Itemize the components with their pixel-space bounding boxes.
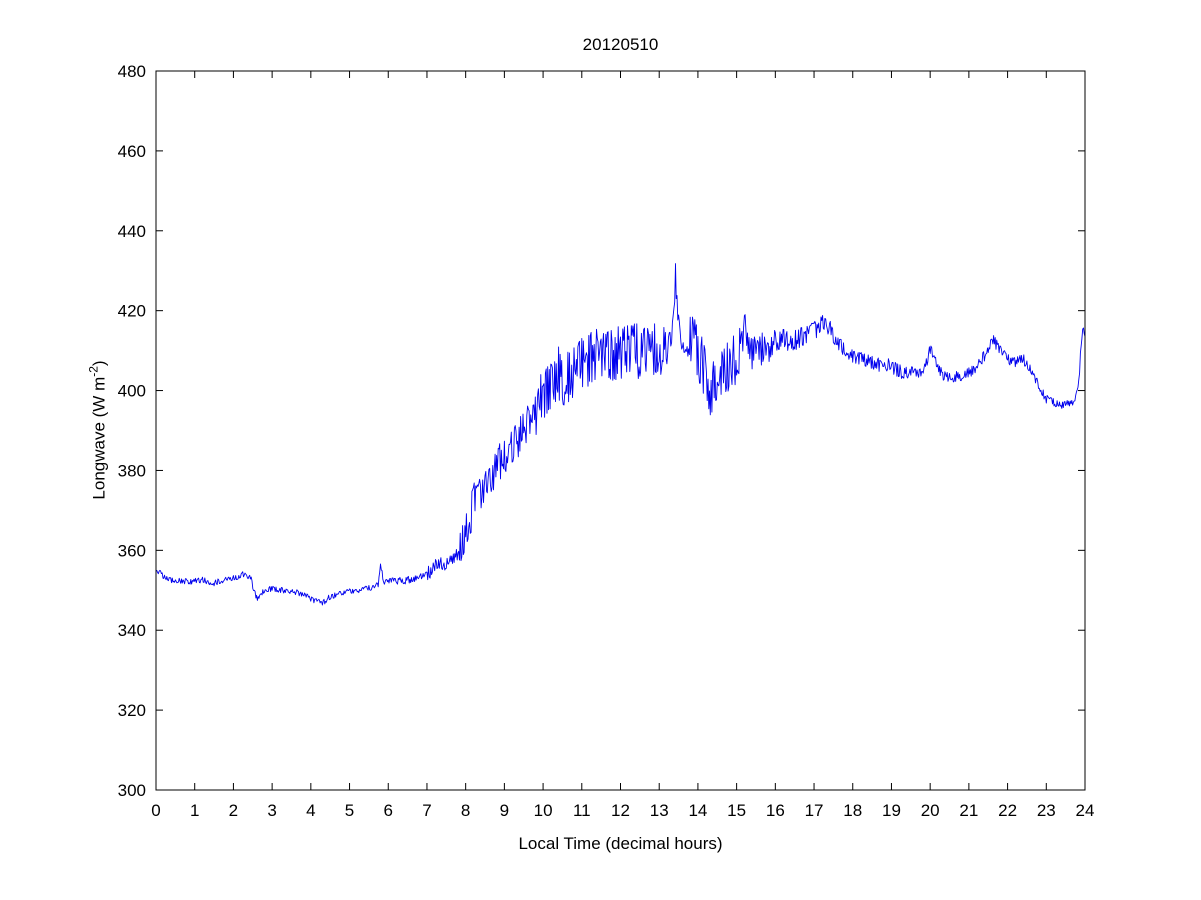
x-tick-label: 15 [727,801,746,820]
x-tick-label: 20 [921,801,940,820]
y-tick-label: 440 [118,222,146,241]
y-tick-label: 340 [118,621,146,640]
y-tick-label: 360 [118,541,146,560]
x-tick-label: 24 [1076,801,1095,820]
y-tick-label: 300 [118,781,146,800]
x-tick-label: 4 [306,801,315,820]
y-tick-label: 420 [118,302,146,321]
x-tick-label: 18 [843,801,862,820]
x-tick-label: 16 [766,801,785,820]
x-tick-label: 13 [650,801,669,820]
x-tick-label: 0 [151,801,160,820]
axes-box [155,70,1086,791]
x-tick-label: 12 [611,801,630,820]
x-tick-label: 19 [882,801,901,820]
x-tick-label: 8 [461,801,470,820]
x-tick-label: 22 [998,801,1017,820]
x-tick-label: 2 [229,801,238,820]
chart-title: 20120510 [582,35,659,54]
y-tick-label: 460 [118,142,146,161]
x-tick-label: 5 [345,801,354,820]
data-line [155,263,1086,606]
x-tick-label: 1 [190,801,199,820]
y-tick-label: 380 [118,461,146,480]
x-tick-label: 10 [534,801,553,820]
x-tick-label: 14 [688,801,707,820]
x-tick-label: 21 [959,801,978,820]
x-axis-label: Local Time (decimal hours) [518,834,723,853]
x-tick-label: 7 [422,801,431,820]
x-tick-label: 11 [573,801,591,820]
x-tick-label: 9 [500,801,509,820]
y-tick-label: 480 [118,62,146,81]
x-tick-label: 6 [384,801,393,820]
x-tick-label: 17 [805,801,824,820]
y-tick-label: 400 [118,382,146,401]
x-tick-label: 23 [1037,801,1056,820]
y-tick-label: 320 [118,701,146,720]
x-tick-label: 3 [267,801,276,820]
